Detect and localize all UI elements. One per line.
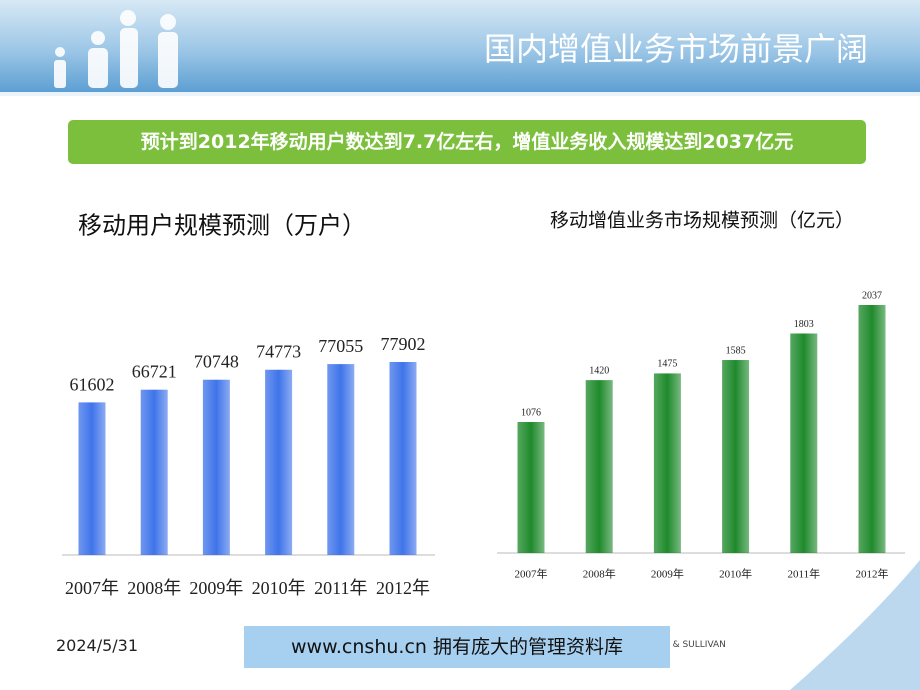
x-tick-label: 2012年 — [856, 567, 889, 581]
x-tick-label: 2010年 — [252, 578, 306, 598]
footer-date: 2024/5/31 — [56, 636, 139, 655]
x-tick-label: 2007年 — [515, 567, 548, 581]
x-tick-label: 2007年 — [65, 578, 119, 598]
x-tick-label: 2012年 — [376, 578, 430, 598]
headline-banner: 预计到2012年移动用户数达到7.7亿左右，增值业务收入规模达到2037亿元 — [68, 120, 866, 164]
value-label: 77902 — [381, 334, 426, 354]
x-tick-label: 2011年 — [788, 567, 821, 581]
source: FROST & SULLIVAN — [640, 640, 726, 650]
footer-site: www.cnshu.cn 拥有庞大的管理资料库 — [244, 626, 670, 668]
bar — [327, 364, 355, 555]
header-band — [0, 0, 920, 96]
swoosh — [790, 560, 920, 690]
bar — [389, 362, 417, 555]
chart-title: 移动用户规模预测（万户） — [78, 213, 366, 240]
bar — [78, 402, 106, 555]
bar — [653, 373, 681, 553]
silhouettes — [54, 10, 178, 88]
x-tick-label: 2008年 — [583, 567, 616, 581]
value-label: 1585 — [726, 345, 746, 356]
bar — [858, 305, 886, 553]
x-tick-label: 2009年 — [189, 578, 243, 598]
value-label: 1420 — [589, 365, 609, 376]
bar — [722, 360, 750, 553]
value-label: 1803 — [794, 319, 814, 330]
value-label: 77055 — [318, 336, 363, 356]
bar — [517, 421, 545, 553]
x-tick-label: 2008年 — [127, 578, 181, 598]
x-tick-label: 2011年 — [314, 578, 367, 598]
bar — [585, 380, 613, 553]
value-label: 2037 — [862, 290, 882, 301]
bar — [140, 389, 168, 555]
x-tick-label: 2009年 — [651, 567, 684, 581]
value-label: 74773 — [256, 342, 301, 362]
slide-title: 国内增值业务市场前景广阔 — [483, 30, 868, 68]
value-label: 1076 — [521, 407, 541, 418]
bar — [790, 333, 818, 553]
value-label: 66721 — [132, 362, 177, 382]
x-tick-label: 2010年 — [719, 567, 752, 581]
value-label: 61602 — [70, 374, 115, 394]
bar — [202, 379, 230, 555]
value-label: 70748 — [194, 352, 239, 372]
bar — [265, 369, 293, 555]
value-label: 1475 — [657, 359, 677, 370]
chart-title: 移动增值业务市场规模预测（亿元） — [550, 209, 854, 231]
